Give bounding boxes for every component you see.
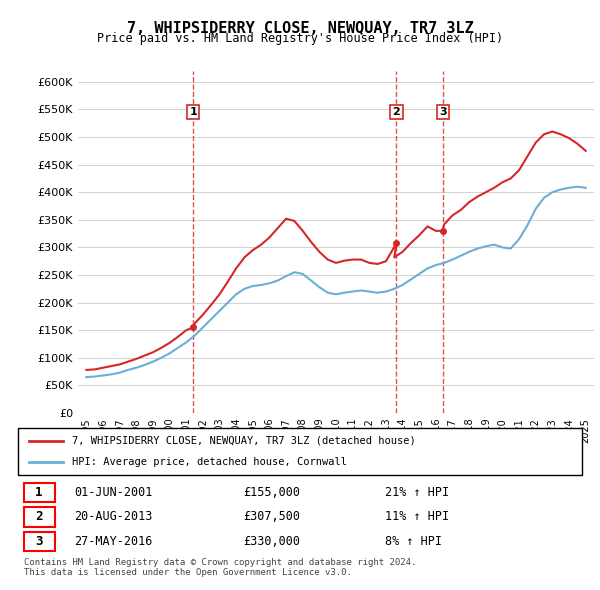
Text: 1: 1 [35,486,43,499]
Text: 21% ↑ HPI: 21% ↑ HPI [385,486,449,499]
Text: 01-JUN-2001: 01-JUN-2001 [74,486,153,499]
Text: Contains HM Land Registry data © Crown copyright and database right 2024.: Contains HM Land Registry data © Crown c… [24,558,416,566]
Text: 3: 3 [439,107,446,117]
Text: 20-AUG-2013: 20-AUG-2013 [74,510,153,523]
Text: 3: 3 [35,535,43,548]
Text: 7, WHIPSIDERRY CLOSE, NEWQUAY, TR7 3LZ: 7, WHIPSIDERRY CLOSE, NEWQUAY, TR7 3LZ [127,21,473,35]
Text: £155,000: £155,000 [244,486,301,499]
Text: 11% ↑ HPI: 11% ↑ HPI [385,510,449,523]
Text: 8% ↑ HPI: 8% ↑ HPI [385,535,442,548]
Text: 2: 2 [392,107,400,117]
FancyBboxPatch shape [18,428,582,475]
FancyBboxPatch shape [23,532,55,551]
FancyBboxPatch shape [23,483,55,502]
Text: Price paid vs. HM Land Registry's House Price Index (HPI): Price paid vs. HM Land Registry's House … [97,32,503,45]
Text: 1: 1 [190,107,197,117]
Text: 27-MAY-2016: 27-MAY-2016 [74,535,153,548]
Text: 2: 2 [35,510,43,523]
Text: HPI: Average price, detached house, Cornwall: HPI: Average price, detached house, Corn… [71,457,347,467]
Text: 7, WHIPSIDERRY CLOSE, NEWQUAY, TR7 3LZ (detached house): 7, WHIPSIDERRY CLOSE, NEWQUAY, TR7 3LZ (… [71,436,415,446]
Text: This data is licensed under the Open Government Licence v3.0.: This data is licensed under the Open Gov… [24,568,352,576]
FancyBboxPatch shape [23,507,55,526]
Text: £330,000: £330,000 [244,535,301,548]
Text: £307,500: £307,500 [244,510,301,523]
